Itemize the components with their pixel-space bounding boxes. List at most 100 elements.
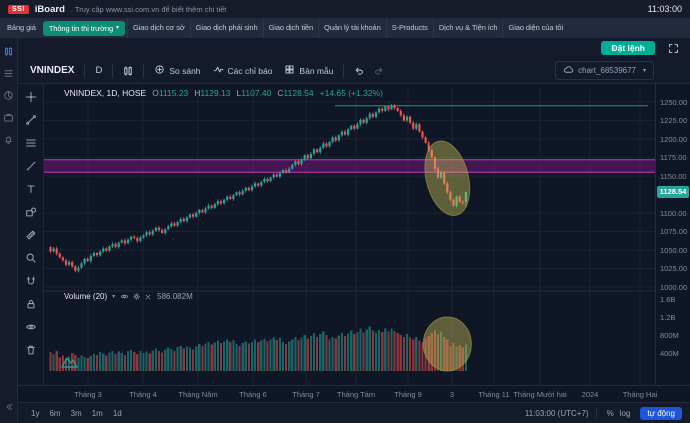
price-tick: 1075.00: [660, 227, 688, 236]
legend-symbol-title[interactable]: VNINDEX, 1D, HOSE: [64, 88, 147, 98]
indicators-label: Các chỉ báo: [227, 65, 273, 76]
lock-icon: [26, 300, 35, 309]
volume-indicator-title[interactable]: Volume (20): [64, 292, 108, 301]
candles-icon: [124, 65, 133, 76]
price-tick: 1150.00: [660, 171, 687, 181]
low-label: L: [236, 88, 242, 98]
tool-zoom-button[interactable]: [22, 250, 40, 266]
price-axis[interactable]: 1128.54 1250.00 1225.00 1200.00 1175.00 1150…: [655, 84, 690, 385]
volume-legend: Volume (20) ▾ 586.082M: [64, 292, 193, 301]
nav-item-2[interactable]: Giao dịch cơ sở: [126, 18, 190, 38]
price-tick: 1050.00: [660, 245, 688, 255]
templates-label: Bản mẫu: [299, 65, 334, 76]
volume-value: 586.082M: [157, 292, 193, 301]
highlight-ellipse[interactable]: [418, 136, 477, 220]
low-value: 1107.40: [241, 88, 272, 98]
sidebar-candles-button[interactable]: [3, 46, 14, 57]
highlight-ellipse[interactable]: [422, 316, 472, 372]
saved-chart-menu[interactable]: chart_68539677 ▾: [555, 61, 654, 80]
log-scale-toggle[interactable]: log: [619, 408, 631, 418]
fullscreen-button[interactable]: [663, 43, 684, 54]
range-3m-button[interactable]: 3m: [70, 408, 82, 418]
nav-item-6[interactable]: S-Products: [385, 18, 433, 38]
tool-text-button[interactable]: [22, 181, 40, 197]
trend-line-icon: [25, 115, 36, 125]
resistance-zone[interactable]: [44, 159, 655, 173]
nav-item-7[interactable]: Dịch vụ & Tiện ích: [432, 18, 503, 38]
nav-item-1[interactable]: Thông tin thị trường ▾: [42, 20, 125, 36]
redo-button[interactable]: [369, 65, 390, 76]
chevrons-left-icon: [5, 404, 12, 410]
range-1m-button[interactable]: 1m: [91, 408, 103, 418]
compare-button[interactable]: So sánh: [148, 64, 206, 77]
bell-icon: [5, 136, 12, 144]
crosshair-icon: [25, 91, 36, 103]
nav-item-0[interactable]: Bảng giá: [7, 23, 36, 32]
sidebar-collapse-button[interactable]: [4, 399, 14, 423]
grid-icon: [285, 65, 294, 74]
chart-style-button[interactable]: [117, 65, 139, 77]
interval-button[interactable]: D: [95, 65, 103, 76]
legend-low: L 1107.40: [237, 88, 272, 98]
tool-magnet-button[interactable]: [22, 273, 40, 289]
tool-shapes-button[interactable]: [22, 204, 40, 220]
bottom-separator: [595, 408, 597, 418]
tool-crosshair-button[interactable]: [22, 89, 40, 105]
brush-icon: [26, 161, 35, 171]
tool-lock-button[interactable]: [22, 296, 40, 312]
timezone-clock[interactable]: 11:03:00 (UTC+7): [524, 408, 589, 418]
templates-button[interactable]: Bản mẫu: [278, 64, 339, 77]
sidebar-list-button[interactable]: [3, 68, 14, 79]
tool-trash-button[interactable]: [22, 342, 40, 358]
sidebar-bell-button[interactable]: [3, 134, 14, 145]
close-icon: [145, 294, 151, 299]
nav-item-3[interactable]: Giao dịch phái sinh: [189, 18, 263, 38]
text-icon: [26, 185, 35, 193]
symbol-button[interactable]: VNINDEX: [30, 65, 75, 76]
close-value: 1128.54: [283, 88, 314, 98]
tool-trend-line-button[interactable]: [22, 112, 40, 128]
tool-brush-button[interactable]: [22, 158, 40, 174]
toolbar-separator: [112, 63, 114, 78]
saved-chart-name: chart_68539677: [578, 66, 636, 75]
indicators-button[interactable]: Các chỉ báo: [207, 64, 279, 77]
volume-tick: 800M: [660, 330, 679, 340]
expand-icon: [669, 43, 678, 53]
nav-item-5[interactable]: Quản lý tài khoản: [318, 18, 386, 38]
time-tick: Tháng 7: [292, 390, 320, 399]
percent-scale-toggle[interactable]: %: [606, 408, 614, 418]
range-1y-button[interactable]: 1y: [31, 408, 40, 418]
open-value: 1115.23: [158, 88, 189, 98]
nav-item-8[interactable]: Giao diện của tôi: [502, 18, 568, 38]
briefcase-icon: [4, 113, 13, 122]
place-order-button[interactable]: Đặt lệnh: [601, 41, 655, 55]
price-tick: 1100.00: [660, 208, 687, 218]
price-tick: 1175.00: [660, 153, 687, 162]
tool-eye-button[interactable]: [22, 319, 40, 335]
tool-ruler-button[interactable]: [22, 227, 40, 243]
range-1d-button[interactable]: 1d: [112, 408, 122, 418]
header-tagline: . Truy cập www.ssi.com.vn để biết thêm c…: [70, 4, 227, 14]
watermark-icon: [61, 357, 78, 368]
app-name: iBoard: [34, 3, 65, 15]
redo-icon: [375, 67, 383, 75]
volume-indicator-controls: [120, 292, 152, 301]
range-6m-button[interactable]: 6m: [49, 408, 61, 418]
auto-scale-toggle[interactable]: tự động: [640, 406, 682, 420]
header-clock: 11:03:00: [647, 4, 682, 14]
time-axis[interactable]: Tháng 3 Tháng 4 Tháng Năm Tháng 6 Tháng 7 Thá…: [18, 385, 690, 402]
range-buttons: 1y 6m 3m 1m 1d: [26, 407, 127, 420]
chart-legend: VNINDEX, 1D, HOSE O 1115.23 H 1129.13 L …: [64, 88, 383, 98]
sidebar-briefcase-button[interactable]: [3, 112, 14, 123]
sidebar-pie-button[interactable]: [3, 90, 14, 101]
compare-label: So sánh: [169, 65, 201, 76]
high-value: 1129.13: [200, 88, 231, 98]
trash-icon: [26, 345, 35, 355]
chevron-down-icon: ▾: [116, 24, 119, 31]
undo-button[interactable]: [348, 65, 369, 76]
tool-fib-retracement-button[interactable]: [22, 135, 40, 151]
nav-item-4[interactable]: Giao dịch tiền: [262, 18, 318, 38]
time-tick: Tháng 3: [74, 390, 102, 399]
shapes-icon: [25, 207, 36, 217]
